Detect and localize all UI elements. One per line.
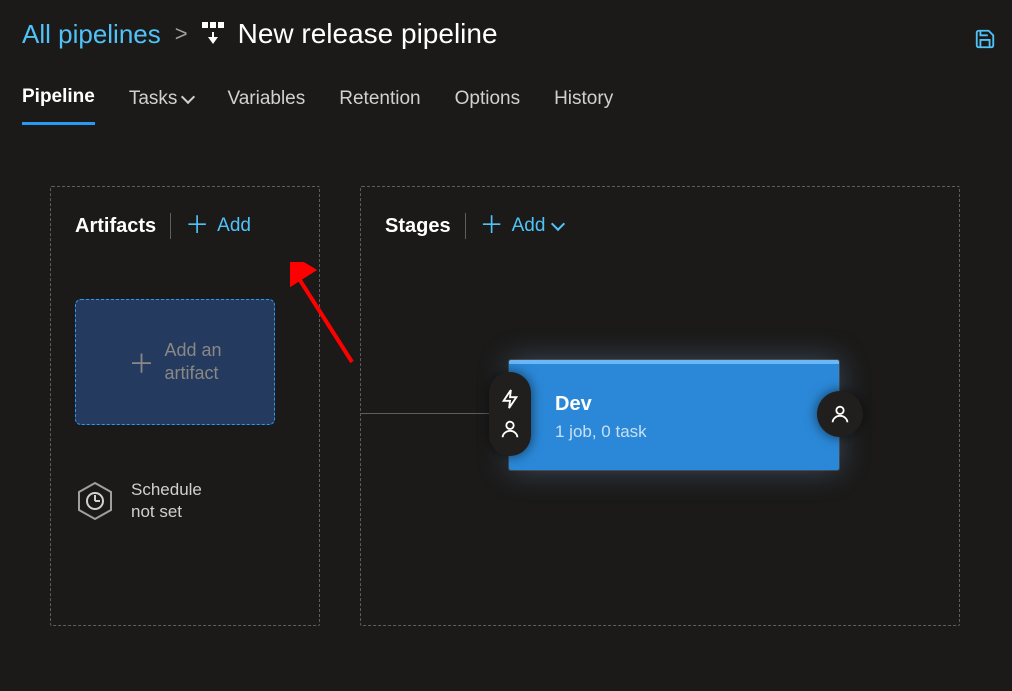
stages-title: Stages	[385, 215, 451, 238]
person-icon	[499, 418, 521, 440]
breadcrumb-root-link[interactable]: All pipelines	[22, 19, 161, 50]
tab-history[interactable]: History	[554, 86, 613, 125]
tab-pipeline[interactable]: Pipeline	[22, 86, 95, 125]
clock-icon	[75, 481, 115, 521]
stage-subtitle: 1 job, 0 task	[555, 422, 839, 442]
add-artifact-label: Add	[217, 215, 251, 237]
stages-header: Stages ＋ Add	[385, 213, 935, 239]
pre-deployment-conditions-button[interactable]	[489, 372, 531, 456]
artifacts-title: Artifacts	[75, 215, 156, 238]
plus-icon: ＋	[128, 344, 154, 381]
stages-panel: Stages ＋ Add Dev 1 job, 0 task	[360, 186, 960, 626]
tabs-bar: Pipeline Tasks Variables Retention Optio…	[0, 62, 1012, 126]
chevron-down-icon	[551, 217, 565, 231]
tab-retention[interactable]: Retention	[339, 86, 420, 125]
schedule-button[interactable]: Schedule not set	[75, 479, 295, 523]
artifact-placeholder[interactable]: ＋ Add an artifact	[75, 299, 275, 425]
post-deployment-conditions-button[interactable]	[817, 391, 863, 437]
artifacts-panel: Artifacts ＋ Add ＋ Add an artifact	[50, 186, 320, 626]
breadcrumb-separator: >	[175, 21, 188, 47]
breadcrumb: All pipelines > New release pipeline	[0, 0, 1012, 62]
stage-card-dev[interactable]: Dev 1 job, 0 task	[509, 360, 839, 470]
stage-name: Dev	[555, 393, 839, 416]
pipeline-canvas: Artifacts ＋ Add ＋ Add an artifact	[0, 126, 1012, 626]
add-stage-label: Add	[512, 215, 546, 237]
plus-icon: ＋	[480, 214, 504, 238]
plus-icon: ＋	[185, 214, 209, 238]
tab-options[interactable]: Options	[455, 86, 520, 125]
artifact-placeholder-text: Add an artifact	[164, 339, 221, 386]
tab-variables[interactable]: Variables	[227, 86, 305, 125]
save-icon[interactable]	[974, 28, 996, 56]
stage-connector-line	[361, 413, 491, 414]
lightning-icon	[499, 388, 521, 410]
tab-tasks[interactable]: Tasks	[129, 86, 194, 125]
artifacts-header: Artifacts ＋ Add	[75, 213, 295, 239]
pipeline-title[interactable]: New release pipeline	[238, 18, 498, 50]
divider	[465, 213, 466, 239]
add-stage-button[interactable]: ＋ Add	[480, 214, 564, 238]
pipeline-icon	[202, 22, 224, 46]
chevron-down-icon	[181, 89, 195, 103]
schedule-label: Schedule not set	[131, 479, 202, 523]
add-artifact-button[interactable]: ＋ Add	[185, 214, 251, 238]
divider	[170, 213, 171, 239]
person-icon	[829, 403, 851, 425]
